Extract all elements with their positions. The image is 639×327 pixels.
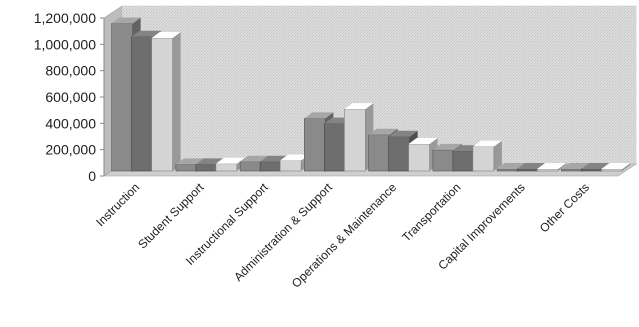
bar-top <box>601 163 631 169</box>
bar-front <box>239 161 262 172</box>
bar-side <box>172 32 181 172</box>
bar-top <box>280 154 310 161</box>
bar-front <box>304 118 326 172</box>
y-tick-label: 1,000,000 <box>34 36 96 52</box>
bar-top <box>497 163 527 169</box>
x-category-label: Operations & Maintenance <box>289 180 400 291</box>
bar-front <box>324 123 346 172</box>
bar-side <box>493 140 502 171</box>
bar-front <box>195 164 218 172</box>
bar-top <box>175 158 205 165</box>
bar-front <box>452 150 475 172</box>
bar-top <box>472 140 502 147</box>
bar-series-group <box>111 17 631 172</box>
y-axis: 0 200,000 400,000 600,000 800,000 1,000,000 1,… <box>34 10 105 184</box>
bar-front <box>111 23 133 172</box>
bar-top <box>111 17 141 24</box>
y-tick-label: 600,000 <box>45 89 96 105</box>
bar-top <box>388 130 418 137</box>
bar-top <box>517 163 547 169</box>
bar <box>472 140 502 172</box>
bar-front <box>368 134 390 172</box>
bar-top <box>368 128 398 135</box>
bar-top <box>581 163 611 169</box>
bar-front <box>472 146 495 172</box>
bar-top <box>240 155 270 162</box>
y-tick-label: 800,000 <box>45 63 96 79</box>
x-category-label: Instruction <box>93 180 142 229</box>
bar <box>151 32 181 172</box>
bar <box>601 163 631 172</box>
bar-side <box>622 163 631 171</box>
bar-top <box>215 157 245 164</box>
bar-front <box>215 163 238 172</box>
bar-top <box>561 163 591 169</box>
y-tick-label: 200,000 <box>45 142 96 158</box>
bar-top <box>151 32 181 39</box>
bar-front <box>151 37 173 172</box>
bar-front <box>175 164 198 172</box>
bar-side <box>558 163 567 171</box>
y-tick-label: 0 <box>88 168 96 184</box>
x-category-label: Other Costs <box>537 180 592 235</box>
bar-top <box>537 163 567 169</box>
bar-front <box>259 161 282 172</box>
bar-top <box>131 30 161 37</box>
bar-front <box>601 168 623 172</box>
bar-front <box>344 108 366 172</box>
bar-front <box>516 168 539 172</box>
bar-front <box>279 160 302 172</box>
bar <box>536 163 567 172</box>
bar-front <box>131 36 153 172</box>
bar-top <box>408 138 438 145</box>
bar-front <box>388 136 410 172</box>
bar-front <box>581 168 603 172</box>
bar-front <box>561 168 583 172</box>
y-tick-label: 1,200,000 <box>34 10 96 26</box>
bar-top <box>344 103 374 110</box>
bar-top <box>432 143 462 150</box>
bar-front <box>536 168 559 172</box>
bar-front <box>496 168 519 172</box>
bar-front <box>408 143 430 172</box>
bar-front <box>432 149 455 172</box>
x-category-label: Student Support <box>135 180 207 252</box>
bar-top <box>304 112 334 119</box>
x-category-label: Transportation <box>399 180 463 244</box>
y-tick-label: 400,000 <box>45 115 96 131</box>
